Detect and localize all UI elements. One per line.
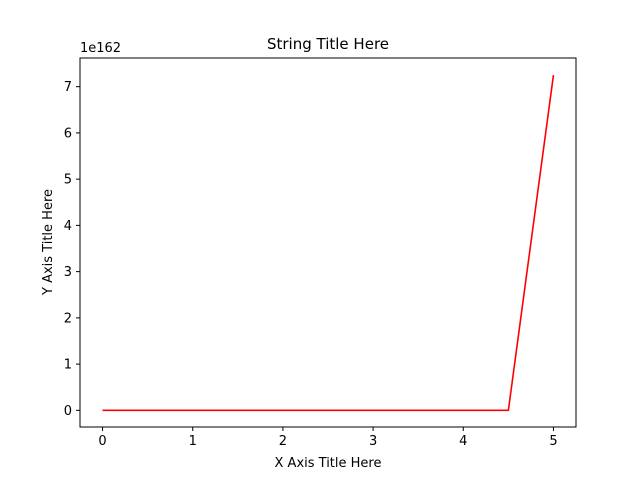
series-line-0 [102,75,555,412]
y-tick-label: 7 [64,80,72,95]
y-axis: 0 1 2 3 4 5 6 7 [64,80,80,419]
x-axis-label: X Axis Title Here [275,456,382,471]
x-axis: 0 1 2 3 4 5 [98,427,558,449]
x-tick-label: 0 [98,434,106,449]
axes-frame [79,57,577,428]
y-tick-label: 1 [64,358,72,373]
y-axis-label: Y Axis Title Here [41,189,56,296]
chart-title: String Title Here [267,35,389,53]
x-tick-label: 3 [369,434,377,449]
x-tick-label: 4 [459,434,467,449]
y-scale-label: 1e162 [80,41,121,56]
y-tick-label: 5 [64,173,72,188]
x-tick-label: 5 [549,434,557,449]
y-tick-label: 0 [64,404,72,419]
x-tick-label: 2 [279,434,287,449]
y-tick-label: 3 [64,265,72,280]
x-tick-label: 1 [189,434,197,449]
y-tick-label: 6 [64,126,72,141]
y-tick-label: 2 [64,311,72,326]
plot-area [102,75,555,412]
y-tick-label: 4 [64,219,72,234]
